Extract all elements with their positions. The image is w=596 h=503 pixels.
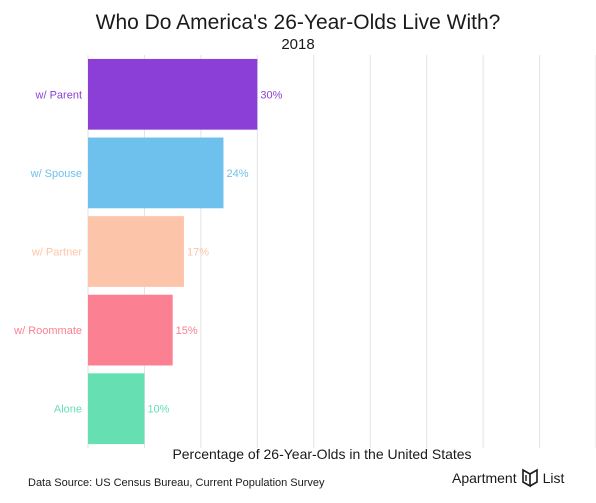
data-label: 24%: [226, 168, 248, 180]
bar: [88, 373, 145, 445]
category-label: w/ Parent: [35, 89, 82, 101]
data-label: 15%: [176, 325, 198, 337]
bar: [88, 216, 184, 287]
category-label: w/ Spouse: [30, 168, 82, 180]
brand-name-list: List: [542, 470, 565, 486]
x-axis-label: Percentage of 26-Year-Olds in the United…: [172, 446, 472, 462]
chart-title: Who Do America's 26-Year-Olds Live With?: [95, 11, 501, 34]
data-source-note: Data Source: US Census Bureau, Current P…: [28, 477, 325, 489]
brand-name-apartment: Apartment: [452, 470, 517, 486]
data-label: 10%: [147, 404, 169, 416]
bar: [88, 137, 224, 209]
bar: [88, 58, 258, 130]
category-label: w/ Partner: [31, 247, 82, 259]
bar: [88, 294, 173, 366]
chart-subtitle: 2018: [281, 36, 315, 53]
data-label: 30%: [260, 89, 282, 101]
category-label: Alone: [54, 404, 82, 416]
category-label: w/ Roommate: [13, 325, 82, 337]
apartment-list-logo-icon: [521, 468, 538, 488]
data-label: 17%: [187, 247, 209, 259]
brand-logo: Apartment List: [452, 468, 564, 488]
